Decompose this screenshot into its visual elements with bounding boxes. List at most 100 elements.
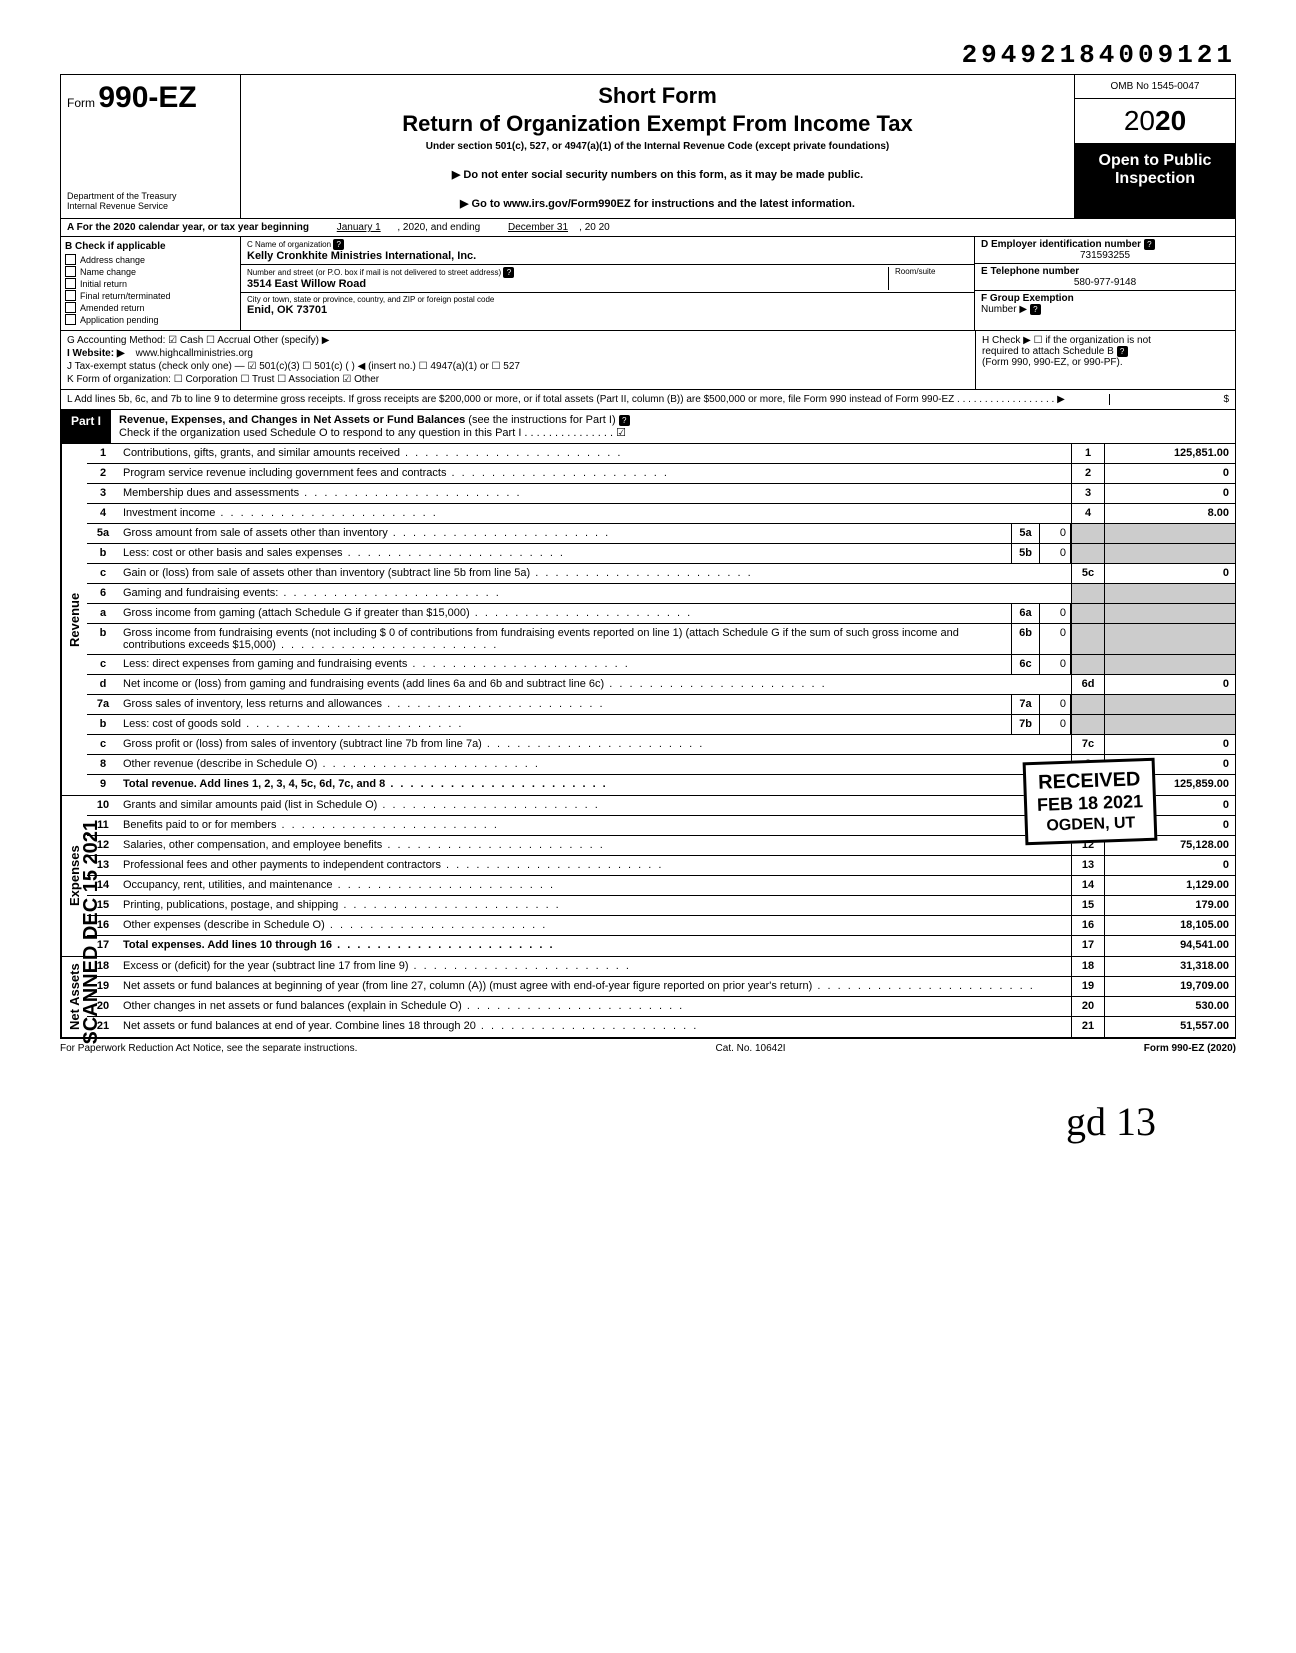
line-amount: 18,105.00: [1105, 916, 1235, 935]
footer-mid: Cat. No. 10642I: [716, 1043, 786, 1054]
line-box-shaded: [1071, 524, 1105, 543]
line-box: 6d: [1071, 675, 1105, 694]
line-number: d: [87, 675, 119, 694]
open-public-badge: Open to Public Inspection: [1075, 144, 1235, 218]
org-address: 3514 East Willow Road: [247, 278, 888, 290]
document-id: 29492184009121: [60, 40, 1236, 70]
line-amount: 0: [1105, 675, 1235, 694]
line-description: Gross sales of inventory, less returns a…: [119, 695, 1011, 714]
table-row: bGross income from fundraising events (n…: [87, 624, 1235, 655]
line-h-3: (Form 990, 990-EZ, or 990-PF).: [982, 357, 1229, 368]
line-number: 4: [87, 504, 119, 523]
line-box: 16: [1071, 916, 1105, 935]
line-box: 13: [1071, 856, 1105, 875]
line-description: Excess or (deficit) for the year (subtra…: [119, 957, 1071, 976]
line-g-accounting: G Accounting Method: ☑ Cash ☐ Accrual Ot…: [67, 335, 969, 346]
line-number: b: [87, 624, 119, 654]
checkbox-icon[interactable]: [65, 278, 76, 289]
stamp-line2: FEB 18 2021: [1037, 791, 1144, 816]
line-description: Gross profit or (loss) from sales of inv…: [119, 735, 1071, 754]
line-number: 8: [87, 755, 119, 774]
line-number: 9: [87, 775, 119, 795]
line-description: Total revenue. Add lines 1, 2, 3, 4, 5c,…: [119, 775, 1071, 795]
line-description: Gaming and fundraising events:: [119, 584, 1071, 603]
table-row: 13Professional fees and other payments t…: [87, 856, 1235, 876]
line-h-1: H Check ▶ ☐ if the organization is not: [982, 335, 1229, 346]
help-icon: ?: [619, 415, 630, 426]
table-row: 2Program service revenue including gover…: [87, 464, 1235, 484]
help-icon: ?: [1030, 304, 1041, 315]
line-l-text: L Add lines 5b, 6c, and 7b to line 9 to …: [67, 394, 1109, 405]
table-row: dNet income or (loss) from gaming and fu…: [87, 675, 1235, 695]
line-description: Gain or (loss) from sale of assets other…: [119, 564, 1071, 583]
checkbox-row: Name change: [65, 266, 236, 277]
mid-amount-box: 6b0: [1011, 624, 1071, 654]
line-box: 7c: [1071, 735, 1105, 754]
lbl-address: Number and street (or P.O. box if mail i…: [247, 268, 501, 277]
mid-amount-box: 5b0: [1011, 544, 1071, 563]
checkbox-icon[interactable]: [65, 266, 76, 277]
line-amount: 179.00: [1105, 896, 1235, 915]
line-number: c: [87, 655, 119, 674]
line-box-shaded: [1071, 544, 1105, 563]
telephone-value: 580-977-9148: [981, 277, 1229, 288]
line-description: Other revenue (describe in Schedule O): [119, 755, 1071, 774]
line-amount: 19,709.00: [1105, 977, 1235, 996]
line-description: Contributions, gifts, grants, and simila…: [119, 444, 1071, 463]
line-amount: 31,318.00: [1105, 957, 1235, 976]
block-bcde: B Check if applicable Address changeName…: [60, 237, 1236, 331]
org-name: Kelly Cronkhite Ministries International…: [247, 250, 968, 262]
line-description: Net assets or fund balances at beginning…: [119, 977, 1071, 996]
line-number: b: [87, 544, 119, 563]
form-number-block: Form 990-EZ: [67, 81, 234, 115]
part-1-title-rest: (see the instructions for Part I): [465, 414, 615, 426]
checkbox-icon[interactable]: [65, 254, 76, 265]
line-i-website: www.highcallministries.org: [136, 348, 253, 359]
row-a-tax-year: A For the 2020 calendar year, or tax yea…: [60, 219, 1236, 237]
table-row: 18Excess or (deficit) for the year (subt…: [87, 957, 1235, 977]
mid-amount-box: 5a0: [1011, 524, 1071, 543]
checkbox-icon[interactable]: [65, 302, 76, 313]
table-row: 21Net assets or fund balances at end of …: [87, 1017, 1235, 1037]
table-row: 14Occupancy, rent, utilities, and mainte…: [87, 876, 1235, 896]
rows-ghijk: G Accounting Method: ☑ Cash ☐ Accrual Ot…: [60, 331, 1236, 390]
line-box-shaded: [1071, 655, 1105, 674]
lbl-city: City or town, state or province, country…: [247, 295, 968, 304]
line-description: Net assets or fund balances at end of ye…: [119, 1017, 1071, 1037]
table-row: 16Other expenses (describe in Schedule O…: [87, 916, 1235, 936]
lbl-telephone: E Telephone number: [981, 266, 1079, 277]
lbl-group-number: Number ▶: [981, 304, 1027, 315]
form-instruction-2: ▶ Go to www.irs.gov/Form990EZ for instru…: [257, 197, 1058, 210]
line-amount: 0: [1105, 564, 1235, 583]
handwriting-note: gd 13: [60, 1098, 1236, 1145]
part-1-title-bold: Revenue, Expenses, and Changes in Net As…: [119, 414, 465, 426]
line-description: Occupancy, rent, utilities, and maintena…: [119, 876, 1071, 895]
year-prefix: 20: [1124, 105, 1155, 136]
row-l: L Add lines 5b, 6c, and 7b to line 9 to …: [60, 390, 1236, 410]
line-number: c: [87, 735, 119, 754]
line-j-tax-exempt: J Tax-exempt status (check only one) — ☑…: [67, 361, 969, 372]
table-row: 19Net assets or fund balances at beginni…: [87, 977, 1235, 997]
line-k-form-org: K Form of organization: ☐ Corporation ☐ …: [67, 374, 969, 385]
page-footer: For Paperwork Reduction Act Notice, see …: [60, 1038, 1236, 1058]
line-amount: 51,557.00: [1105, 1017, 1235, 1037]
line-box: 19: [1071, 977, 1105, 996]
checkbox-icon[interactable]: [65, 290, 76, 301]
table-row: cGross profit or (loss) from sales of in…: [87, 735, 1235, 755]
lbl-group-exemption: F Group Exemption: [981, 293, 1074, 304]
tax-year: 2020: [1075, 99, 1235, 144]
checkbox-icon[interactable]: [65, 314, 76, 325]
line-description: Less: direct expenses from gaming and fu…: [119, 655, 1011, 674]
col-b-checkboxes: B Check if applicable Address changeName…: [61, 237, 241, 330]
checkbox-row: Address change: [65, 254, 236, 265]
line-box-shaded: [1071, 604, 1105, 623]
table-row: bLess: cost of goods sold7b0: [87, 715, 1235, 735]
revenue-section: Revenue 1Contributions, gifts, grants, a…: [60, 444, 1236, 796]
line-box: 21: [1071, 1017, 1105, 1037]
line-box-shaded: [1071, 584, 1105, 603]
footer-left: For Paperwork Reduction Act Notice, see …: [60, 1043, 357, 1054]
line-description: Investment income: [119, 504, 1071, 523]
line-description: Other changes in net assets or fund bala…: [119, 997, 1071, 1016]
line-amount: 0: [1105, 735, 1235, 754]
line-number: c: [87, 564, 119, 583]
